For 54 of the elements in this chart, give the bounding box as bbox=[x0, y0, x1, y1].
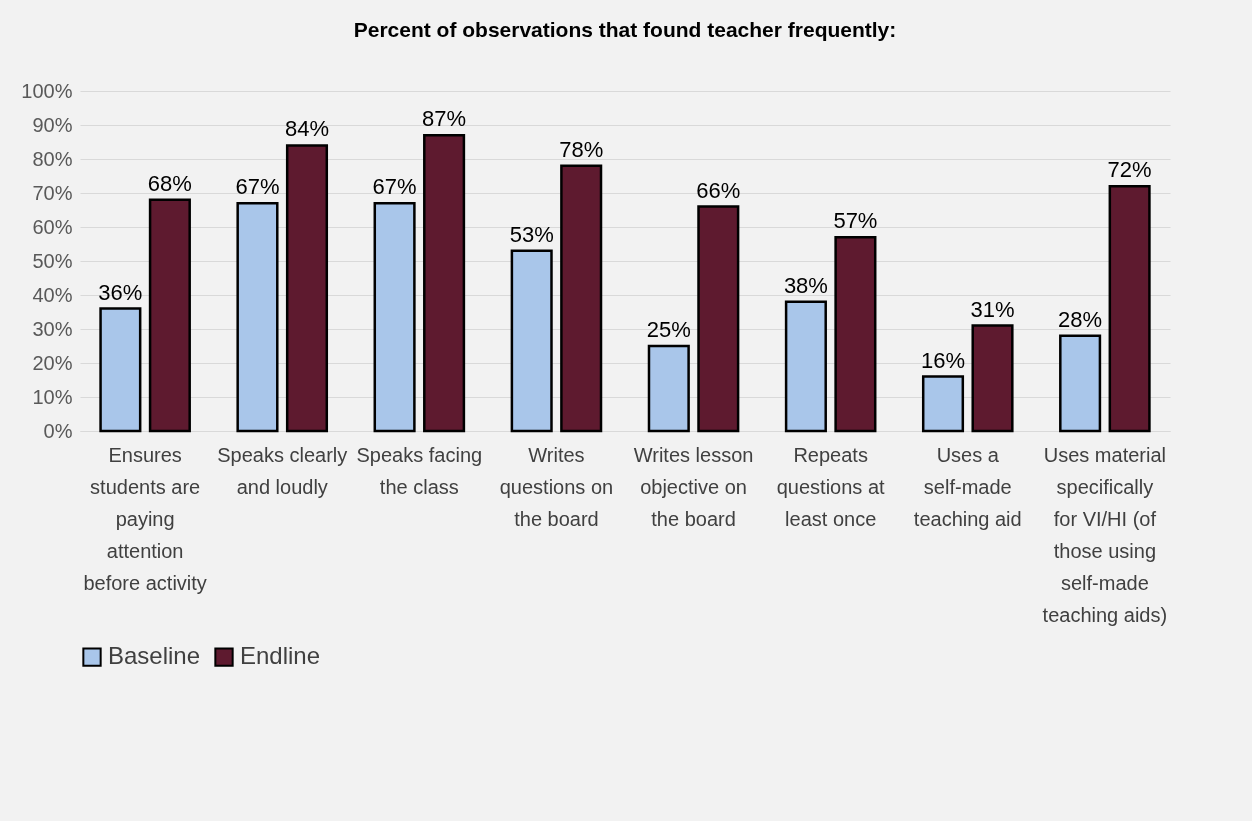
bar bbox=[510, 249, 553, 433]
y-tick-label: 0% bbox=[43, 419, 73, 442]
bar bbox=[560, 164, 603, 433]
bar bbox=[1059, 334, 1102, 433]
y-tick-label: 50% bbox=[32, 249, 73, 272]
bar bbox=[285, 144, 329, 433]
bar bbox=[834, 235, 877, 433]
legend-label: Endline bbox=[240, 642, 321, 670]
x-tick-label: Writes lesson objective on the board bbox=[633, 443, 754, 530]
data-label: 72% bbox=[1107, 157, 1152, 183]
data-label: 67% bbox=[235, 174, 280, 200]
data-label: 67% bbox=[372, 174, 417, 200]
x-tick-label: Repeats questions at least once bbox=[776, 443, 886, 530]
legend-label: Baseline bbox=[108, 642, 201, 670]
data-label: 78% bbox=[559, 136, 604, 162]
x-tick-label: Writes questions on the board bbox=[499, 443, 614, 530]
x-tick-label: Uses material specifically for VI/HI (of those using self-made teaching aids) bbox=[1042, 443, 1168, 626]
y-tick-label: 60% bbox=[32, 215, 73, 238]
data-label: 31% bbox=[970, 296, 1015, 322]
bar bbox=[1108, 184, 1151, 433]
x-tick-label: Ensures students are paying attention before activity bbox=[83, 443, 207, 594]
y-tick-label: 70% bbox=[32, 181, 73, 204]
x-tick-label: Speaks facing the class bbox=[356, 443, 483, 498]
bar bbox=[423, 133, 466, 433]
bar bbox=[921, 375, 965, 433]
bar bbox=[236, 201, 279, 433]
bar bbox=[99, 307, 142, 433]
y-tick-label: 20% bbox=[32, 351, 73, 374]
data-label: 25% bbox=[646, 317, 691, 342]
data-label: 36% bbox=[98, 279, 143, 305]
bar bbox=[647, 344, 690, 433]
data-label: 28% bbox=[1058, 306, 1103, 332]
bar bbox=[784, 300, 827, 433]
bar bbox=[697, 205, 740, 433]
y-tick-label: 10% bbox=[32, 385, 73, 408]
y-tick-label: 80% bbox=[32, 147, 73, 170]
bar bbox=[971, 324, 1014, 433]
y-tick-label: 30% bbox=[32, 317, 73, 340]
y-tick-label: 100% bbox=[21, 79, 73, 102]
chart-title: Percent of observations that found teacher frequently: bbox=[353, 18, 897, 41]
y-tick-label: 40% bbox=[32, 283, 73, 306]
data-label: 87% bbox=[422, 106, 467, 132]
data-label: 38% bbox=[783, 272, 828, 298]
bar bbox=[148, 198, 191, 433]
x-tick-label: Speaks clearly and loudly bbox=[217, 443, 348, 498]
data-label: 66% bbox=[696, 177, 741, 203]
bar bbox=[373, 201, 416, 433]
data-label: 57% bbox=[833, 208, 878, 234]
data-label: 16% bbox=[920, 347, 966, 373]
data-label: 68% bbox=[147, 170, 192, 196]
x-tick-label: Uses a self-made teaching aid bbox=[913, 443, 1022, 530]
data-label: 84% bbox=[284, 116, 330, 142]
data-label: 53% bbox=[509, 221, 554, 247]
y-tick-label: 90% bbox=[32, 113, 73, 136]
